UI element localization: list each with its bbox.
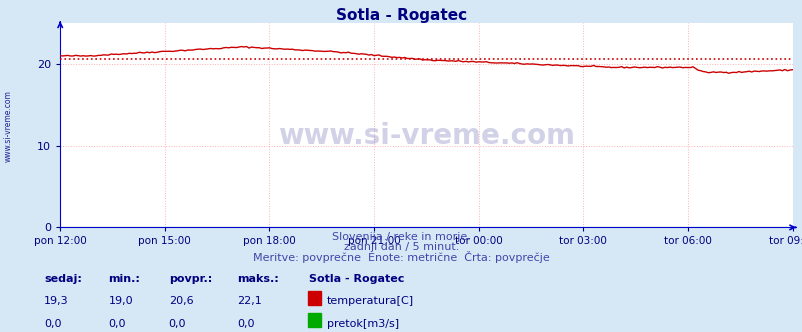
Text: Sotla - Rogatec: Sotla - Rogatec xyxy=(309,274,404,284)
Text: 0,0: 0,0 xyxy=(108,319,126,329)
Text: www.si-vreme.com: www.si-vreme.com xyxy=(277,122,574,149)
Text: min.:: min.: xyxy=(108,274,140,284)
Text: zadnji dan / 5 minut.: zadnji dan / 5 minut. xyxy=(343,242,459,252)
Text: Sotla - Rogatec: Sotla - Rogatec xyxy=(335,8,467,23)
Text: 22,1: 22,1 xyxy=(237,296,261,306)
Text: 0,0: 0,0 xyxy=(44,319,62,329)
Text: pretok[m3/s]: pretok[m3/s] xyxy=(326,319,399,329)
Text: 0,0: 0,0 xyxy=(168,319,186,329)
Text: temperatura[C]: temperatura[C] xyxy=(326,296,413,306)
Text: 19,0: 19,0 xyxy=(108,296,133,306)
Text: maks.:: maks.: xyxy=(237,274,278,284)
Text: 0,0: 0,0 xyxy=(237,319,254,329)
Text: sedaj:: sedaj: xyxy=(44,274,82,284)
Text: povpr.:: povpr.: xyxy=(168,274,212,284)
Text: 20,6: 20,6 xyxy=(168,296,193,306)
Text: Meritve: povprečne  Enote: metrične  Črta: povprečje: Meritve: povprečne Enote: metrične Črta:… xyxy=(253,251,549,263)
Text: Slovenija / reke in morje.: Slovenija / reke in morje. xyxy=(332,232,470,242)
Text: www.si-vreme.com: www.si-vreme.com xyxy=(3,90,13,162)
Text: 19,3: 19,3 xyxy=(44,296,69,306)
